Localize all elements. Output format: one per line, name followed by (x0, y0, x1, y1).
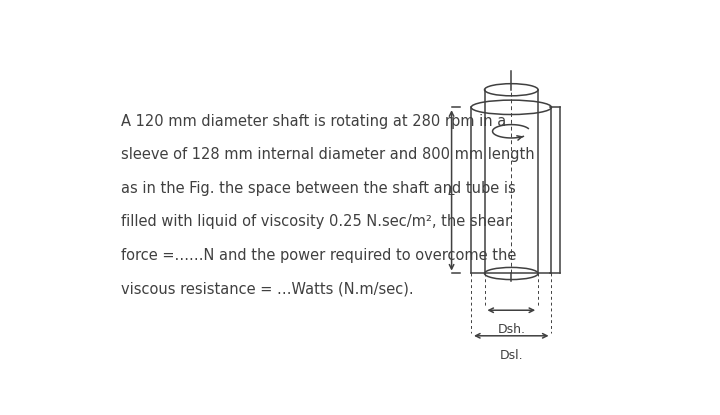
Text: force =……N and the power required to overcome the: force =……N and the power required to ove… (121, 248, 516, 263)
Text: as in the Fig. the space between the shaft and tube is: as in the Fig. the space between the sha… (121, 181, 516, 196)
Text: viscous resistance = …Watts (N.m/sec).: viscous resistance = …Watts (N.m/sec). (121, 281, 413, 296)
Text: sleeve of 128 mm internal diameter and 800 mm length: sleeve of 128 mm internal diameter and 8… (121, 147, 534, 162)
Text: Dsl.: Dsl. (500, 349, 523, 361)
Text: L: L (448, 186, 456, 198)
Text: A 120 mm diameter shaft is rotating at 280 rpm in a: A 120 mm diameter shaft is rotating at 2… (121, 114, 506, 129)
Text: filled with liquid of viscosity 0.25 N.sec/m², the shear: filled with liquid of viscosity 0.25 N.s… (121, 215, 510, 229)
Text: Dsh.: Dsh. (498, 323, 526, 336)
